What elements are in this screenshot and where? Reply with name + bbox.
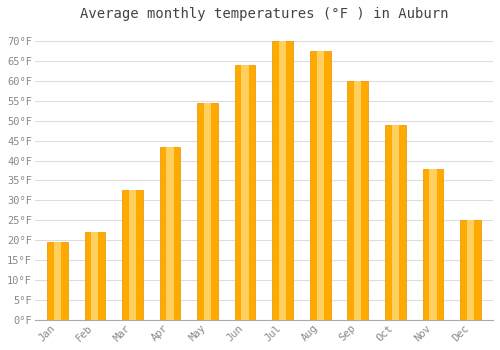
- Bar: [91, 232, 98, 320]
- Bar: [129, 190, 136, 320]
- Bar: [235, 65, 256, 320]
- Bar: [422, 168, 444, 320]
- Bar: [392, 125, 399, 320]
- Bar: [84, 232, 105, 320]
- Bar: [47, 242, 68, 320]
- Bar: [460, 220, 481, 320]
- Bar: [122, 190, 142, 320]
- Bar: [204, 103, 211, 320]
- Bar: [467, 220, 474, 320]
- Bar: [272, 41, 293, 320]
- Bar: [385, 125, 406, 320]
- Bar: [166, 147, 173, 320]
- Bar: [197, 103, 218, 320]
- Bar: [310, 51, 330, 320]
- Bar: [430, 168, 436, 320]
- Bar: [348, 81, 368, 320]
- Bar: [54, 242, 61, 320]
- Title: Average monthly temperatures (°F ) in Auburn: Average monthly temperatures (°F ) in Au…: [80, 7, 448, 21]
- Bar: [242, 65, 248, 320]
- Bar: [279, 41, 286, 320]
- Bar: [160, 147, 180, 320]
- Bar: [354, 81, 362, 320]
- Bar: [316, 51, 324, 320]
